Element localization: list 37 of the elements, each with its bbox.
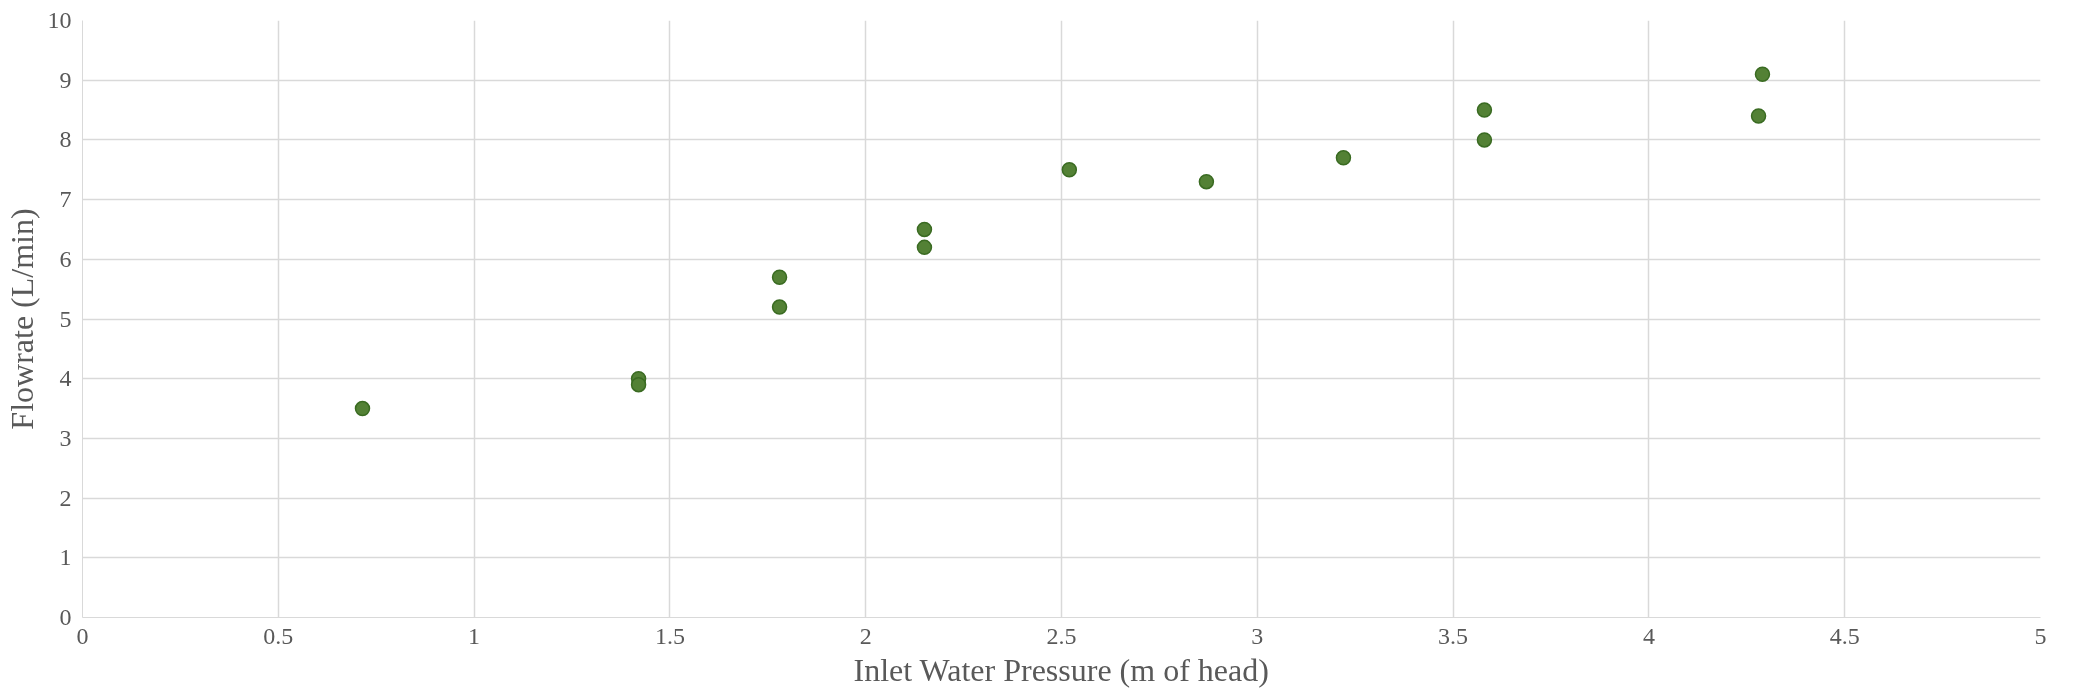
x-tick-label: 3.5 (1438, 622, 1469, 649)
point (1476, 102, 1493, 118)
point (916, 239, 933, 256)
point (771, 299, 788, 315)
point (1754, 66, 1771, 82)
x-tick-label: 4.5 (1829, 622, 1860, 649)
point (916, 221, 933, 238)
x-tick-label: 2 (859, 622, 872, 649)
point (1750, 108, 1767, 124)
y-axis-title: Flowrate (L/min) (3, 208, 40, 430)
x-tick-label: 1 (468, 622, 481, 649)
point (1335, 150, 1352, 166)
y-tick-label: 5 (59, 305, 72, 332)
point (1061, 162, 1078, 178)
x-tick-label: 4 (1642, 622, 1655, 649)
x-tick-label: 1.5 (654, 622, 685, 649)
x-tick-label: 0.5 (263, 622, 294, 649)
y-tick-label: 1 (59, 544, 72, 571)
y-tick-label: 0 (59, 604, 72, 630)
y-tick-label: 8 (59, 126, 72, 153)
point (1198, 173, 1215, 190)
y-tick-label: 9 (59, 66, 72, 93)
x-tick-label: 3 (1251, 622, 1264, 649)
point (1476, 132, 1493, 148)
x-tick-label: 5 (2034, 622, 2047, 649)
y-tick-label: 10 (47, 7, 72, 33)
y-tick-label: 3 (59, 424, 72, 451)
x-tick-label: 2.5 (1046, 622, 1077, 649)
y-tick-label: 4 (59, 365, 72, 392)
point (630, 376, 647, 393)
y-tick-label: 6 (59, 245, 72, 272)
x-axis-title: Inlet Water Pressure (m of head) (853, 651, 1269, 688)
point (354, 400, 371, 417)
point (771, 269, 788, 285)
y-tick-label: 2 (59, 484, 72, 511)
x-tick-label: 0 (76, 622, 89, 649)
y-tick-label: 7 (59, 186, 72, 213)
